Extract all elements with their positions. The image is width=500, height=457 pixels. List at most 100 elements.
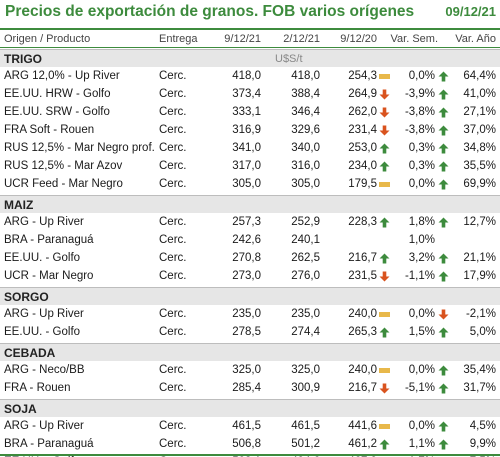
price-current: 325,0 [232,364,261,376]
price-prev-week: 501,2 [291,438,320,450]
price-prev-week: 305,0 [291,178,320,190]
var-anio-value: 35,4% [463,364,496,376]
price-prev-year: 265,3 [348,326,377,338]
price-prev-week: 316,0 [291,160,320,172]
table-row: EE.UU. SRW - Golfo Cerc. 333,1 346,4 262,0 -3… [0,104,500,122]
var-sem-value: 0,0% [408,308,435,320]
price-prev-week: 388,4 [291,88,320,100]
var-sem-value: -5,1% [404,382,435,394]
arrow-down-icon [379,383,390,397]
price-prev-year: 231,5 [348,270,377,282]
arrow-up-icon [379,439,390,453]
price-prev-week: 418,0 [291,70,320,82]
product-name: UCR Feed - Mar Negro [4,178,123,190]
var-anio-value: 69,9% [463,178,496,190]
table-row: BRA - Paranaguá Cerc. 242,6 240,1 1,0% [0,232,500,250]
product-name: EE.UU. HRW - Golfo [4,88,111,100]
arrow-down-icon [438,309,449,323]
table-row: FRA - Rouen Cerc. 285,4 300,9 216,7 -5,1% 31,7… [0,380,500,398]
entrega-value: Cerc. [159,160,187,172]
section-label: SORGO [4,290,49,304]
product-name: UCR - Mar Negro [4,270,94,282]
product-name: ARG - Up River [4,420,84,432]
product-name: FRA Soft - Rouen [4,124,95,136]
product-name: EE.UU. SRW - Golfo [4,106,110,118]
var-anio-value: 35,5% [463,160,496,172]
table-row: EE.UU. HRW - Golfo Cerc. 373,4 388,4 264,9 -3… [0,86,500,104]
entrega-value: Cerc. [159,364,187,376]
price-prev-week: 300,9 [291,382,320,394]
price-current: 506,8 [232,438,261,450]
product-name: FRA - Rouen [4,382,71,394]
flat-bar-icon [379,309,390,323]
report-date: 09/12/21 [445,4,496,19]
arrow-up-icon [379,161,390,175]
section-header: CEBADA [0,343,500,361]
entrega-value: Cerc. [159,216,187,228]
entrega-value: Cerc. [159,308,187,320]
price-prev-week: 262,5 [291,252,320,264]
price-current: 333,1 [232,106,261,118]
var-anio-value: 9,9% [469,438,496,450]
product-name: ARG - Up River [4,216,84,228]
arrow-up-icon [438,89,449,103]
price-current: 273,0 [232,270,261,282]
product-name: EE.UU. - Golfo [4,252,81,264]
product-name: ARG 12,0% - Up River [4,70,120,82]
price-current: 341,0 [232,142,261,154]
table-row: FRA Soft - Rouen Cerc. 316,9 329,6 231,4 -3,8… [0,122,500,140]
unit-label: U$S/t [275,53,303,65]
price-current: 270,8 [232,252,261,264]
arrow-up-icon [438,365,449,379]
table-row: RUS 12,5% - Mar Azov Cerc. 317,0 316,0 234,0… [0,158,500,176]
var-anio-value: 4,5% [469,420,496,432]
var-anio-value: 12,7% [463,216,496,228]
col-prev-week: 2/12/21 [283,33,320,45]
price-current: 242,6 [232,234,261,246]
arrow-down-icon [379,107,390,121]
table-row: EE.UU. - Golfo Cerc. 270,8 262,5 216,7 3,2% 21… [0,250,500,268]
price-prev-year: 441,6 [348,420,377,432]
arrow-up-icon [379,327,390,341]
arrow-up-icon [438,327,449,341]
section-header: TRIGO U$S/t [0,49,500,67]
product-name: RUS 12,5% - Mar Azov [4,160,123,172]
price-prev-year: 234,0 [348,160,377,172]
arrow-up-icon [379,217,390,231]
table-row: UCR - Mar Negro Cerc. 273,0 276,0 231,5 -1,1%… [0,268,500,286]
arrow-down-icon [379,125,390,139]
price-current: 278,5 [232,326,261,338]
table-row: ARG 12,0% - Up River Cerc. 418,0 418,0 254,3… [0,68,500,86]
var-anio-value: 34,8% [463,142,496,154]
var-anio-value: 21,1% [463,252,496,264]
var-anio-value: 64,4% [463,70,496,82]
arrow-up-icon [438,271,449,285]
col-var-anio: Var. Año [455,33,496,45]
price-prev-year: 240,0 [348,364,377,376]
price-prev-week: 276,0 [291,270,320,282]
var-sem-value: 1,5% [408,326,435,338]
var-sem-value: -3,8% [404,106,435,118]
price-prev-week: 240,1 [291,234,320,246]
arrow-up-icon [438,143,449,157]
entrega-value: Cerc. [159,438,187,450]
price-current: 317,0 [232,160,261,172]
col-product: Origen / Producto [4,33,91,45]
var-sem-value: 0,0% [408,420,435,432]
section-label: SOJA [4,402,37,416]
var-sem-value: 1,8% [408,216,435,228]
var-anio-value: 27,1% [463,106,496,118]
arrow-down-icon [379,271,390,285]
var-sem-value: -3,8% [404,124,435,136]
price-prev-year: 216,7 [348,382,377,394]
report-title: Precios de exportación de granos. FOB va… [5,3,415,20]
price-prev-year: 216,7 [348,252,377,264]
product-name: ARG - Neco/BB [4,364,85,376]
arrow-up-icon [438,107,449,121]
var-sem-value: 0,0% [408,364,435,376]
product-name: EE.UU. - Golfo [4,326,81,338]
price-current: 373,4 [232,88,261,100]
price-current: 305,0 [232,178,261,190]
report-header: Precios de exportación de granos. FOB va… [0,0,500,28]
entrega-value: Cerc. [159,142,187,154]
